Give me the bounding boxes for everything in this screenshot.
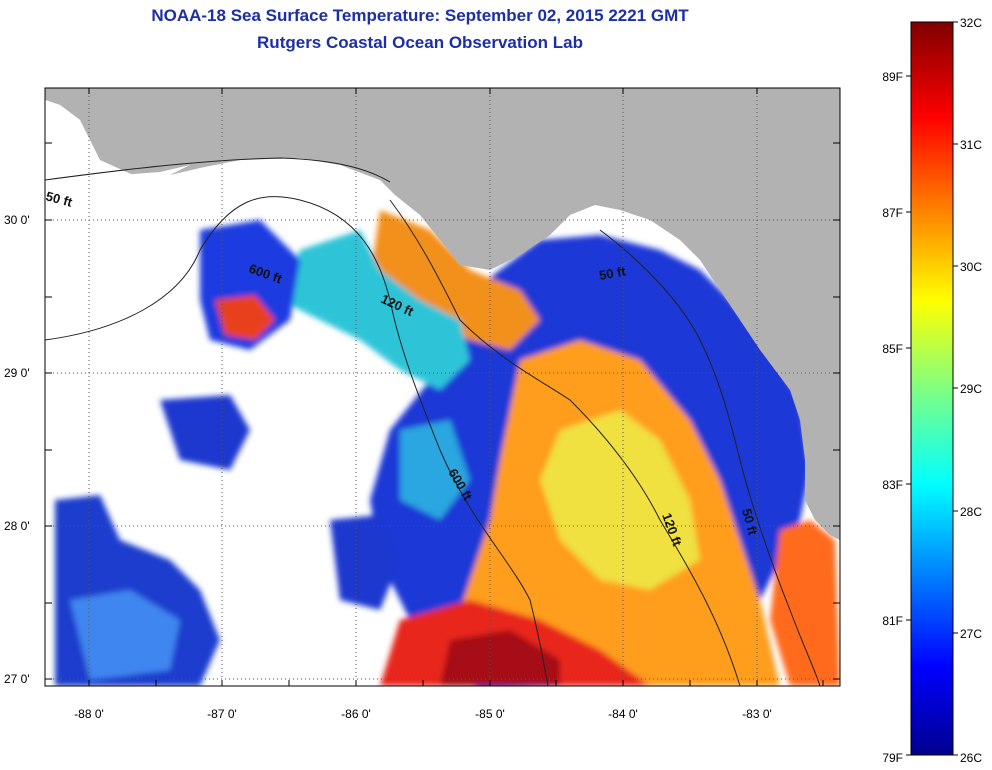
lon-label-83: -83 0': [742, 707, 772, 721]
bathymetry-contours: [45, 157, 821, 686]
contour-label-50ft-ne: 50 ft: [598, 263, 628, 283]
lat-label-27: 27 0': [4, 672, 30, 686]
tick-marks: [45, 88, 840, 686]
colorbar-label-32c: 32C: [960, 16, 982, 30]
contour-120ft: [389, 199, 741, 686]
sst-patch-center-yellow: [540, 410, 700, 590]
colorbar-label-83f: 83F: [882, 478, 903, 492]
colorbar-label-79f: 79F: [882, 751, 903, 765]
contour-50ft-west: [45, 157, 391, 183]
contour-label-50ft-east: 50 ft: [739, 507, 761, 537]
sst-data-layer: [55, 90, 840, 686]
sst-patch-mid-cyan: [400, 420, 470, 520]
colorbar-label-89f: 89F: [882, 70, 903, 84]
map-title: NOAA-18 Sea Surface Temperature: Septemb…: [151, 6, 689, 25]
plot-frame: [44, 87, 841, 687]
colorbar-label-87f: 87F: [882, 206, 903, 220]
lat-label-29: 29 0': [4, 366, 30, 380]
colorbar-label-29c: 29C: [960, 382, 982, 396]
lon-label-86: -86 0': [341, 707, 371, 721]
lat-label-28: 28 0': [4, 519, 30, 533]
contour-label-50ft-west: 50 ft: [44, 188, 74, 210]
colorbar: [910, 21, 954, 756]
sst-patch-south-darkred: [440, 630, 560, 686]
lat-label-30: 30 0': [4, 213, 30, 227]
colorbar-label-30c: 30C: [960, 260, 982, 274]
graticule: [45, 88, 840, 686]
colorbar-label-27c: 27C: [960, 627, 982, 641]
colorbar-label-31c: 31C: [960, 138, 982, 152]
sst-patch-nw-red: [215, 295, 275, 340]
map-subtitle: Rutgers Coastal Ocean Observation Lab: [257, 33, 583, 52]
sst-patch-sw-lightblue: [70, 590, 180, 680]
land-florida: [45, 88, 840, 540]
contour-600ft-west: [45, 196, 549, 686]
sst-patch-coast-orange: [770, 520, 840, 686]
sst-patch-west-blue: [330, 515, 400, 610]
colorbar-label-28c: 28C: [960, 505, 982, 519]
colorbar-ticks: [906, 21, 958, 756]
colorbar-label-85f: 85F: [882, 342, 903, 356]
lon-label-87: -87 0': [207, 707, 237, 721]
sst-patch-mid-blue: [160, 395, 250, 470]
colorbar-label-26c: 26C: [960, 751, 982, 765]
sst-patch-bigbend-cyan: [280, 230, 470, 390]
sst-patch-bigbend-orange: [370, 210, 540, 350]
lon-label-85: -85 0': [475, 707, 505, 721]
land-mobile-bay-area: [45, 100, 190, 190]
contour-50ft-east: [599, 229, 821, 686]
lon-label-88: -88 0': [74, 707, 104, 721]
colorbar-label-81f: 81F: [882, 614, 903, 628]
map-plot-area: 50 ft 600 ft 120 ft 600 ft 50 ft 120 ft …: [44, 88, 840, 686]
lon-label-84: -84 0': [608, 707, 638, 721]
